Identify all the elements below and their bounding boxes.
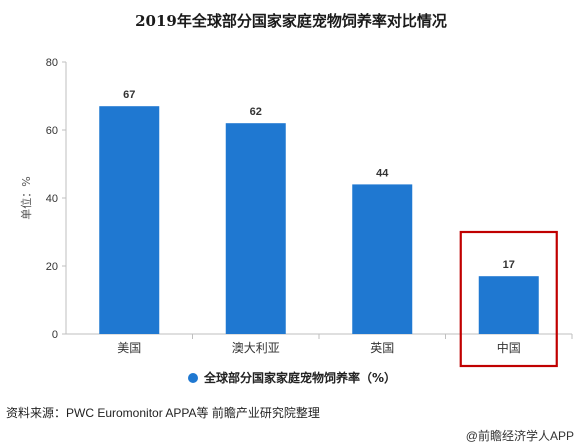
highlight-box	[459, 230, 558, 368]
x-tick-label: 澳大利亚	[232, 341, 280, 355]
data-label: 62	[250, 106, 262, 118]
legend-marker	[188, 373, 198, 383]
y-axis-label: 单位：%	[19, 176, 33, 219]
y-tick-label: 0	[52, 329, 58, 341]
bar-1	[225, 123, 286, 334]
y-tick-label: 40	[46, 193, 58, 205]
data-label: 17	[503, 259, 515, 271]
bar-0	[99, 106, 160, 334]
x-tick-label: 中国	[497, 340, 521, 355]
y-tick-label: 80	[46, 57, 58, 69]
brand-credit: @前瞻经济学人APP	[465, 429, 574, 443]
bar-2	[352, 184, 413, 334]
data-label: 44	[376, 167, 389, 179]
source-note: 资料来源：PWC Euromonitor APPA等 前瞻产业研究院整理	[6, 406, 320, 420]
legend-label: 全球部分国家家庭宠物饲养率（%）	[203, 370, 396, 385]
y-tick-label: 20	[46, 261, 58, 273]
data-label: 67	[123, 89, 135, 101]
x-tick-label: 英国	[370, 341, 394, 355]
bar-3	[478, 276, 539, 334]
chart-title: 2019年全球部分国家家庭宠物饲养率对比情况	[135, 12, 447, 30]
y-tick-label: 60	[46, 125, 58, 137]
x-tick-label: 美国	[117, 341, 141, 355]
